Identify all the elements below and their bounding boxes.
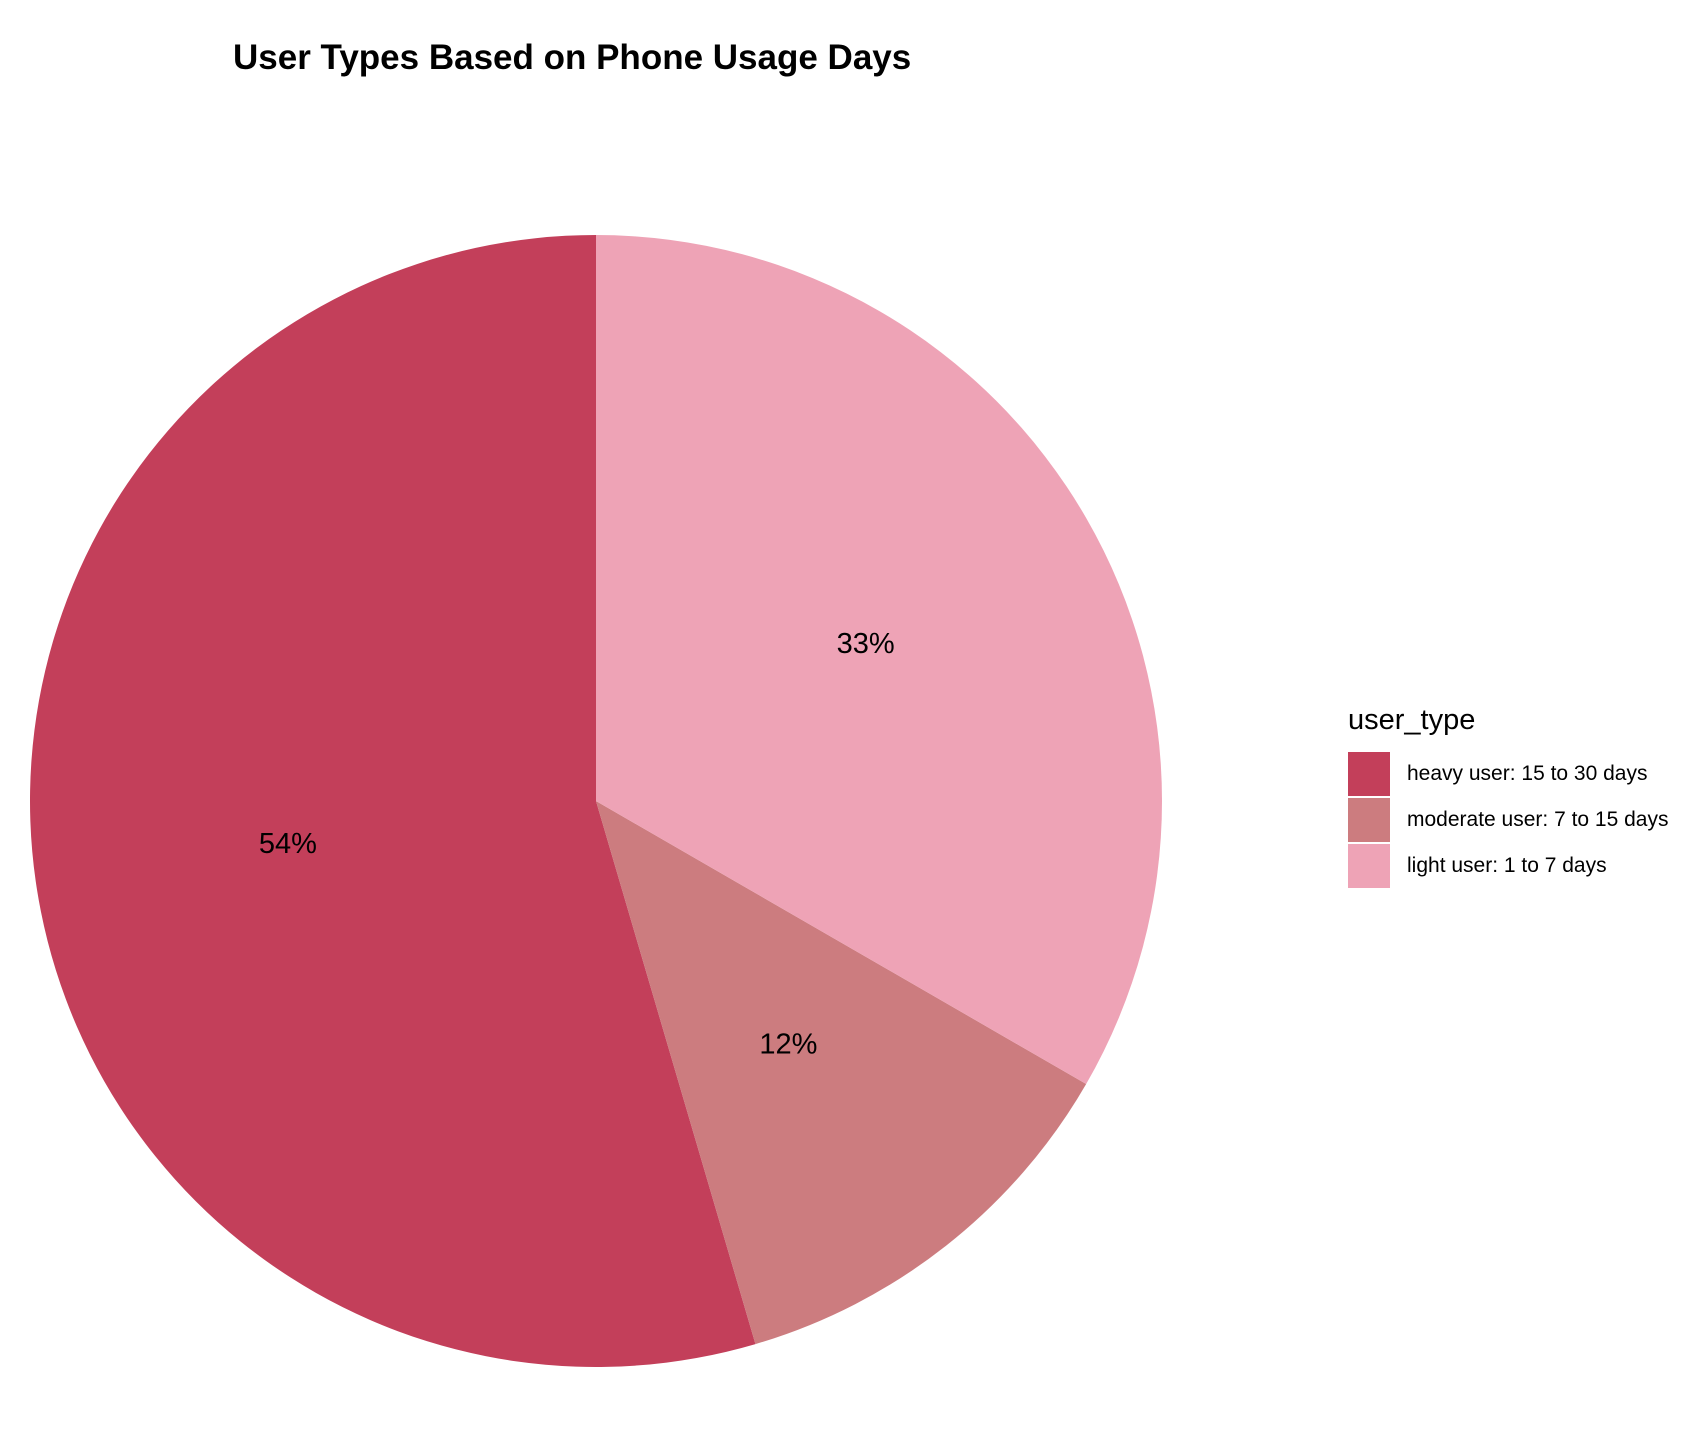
legend-item: heavy user: 15 to 30 days: [1348, 751, 1669, 796]
pie-slice: [596, 235, 1162, 1084]
legend-label: light user: 1 to 7 days: [1407, 853, 1607, 877]
pie-slice: [596, 801, 1087, 1345]
chart-title: User Types Based on Phone Usage Days: [233, 38, 912, 77]
legend-swatch: [1348, 751, 1390, 796]
slice-label: 33%: [837, 628, 895, 660]
legend-title: user_type: [1348, 704, 1476, 736]
legend-label: heavy user: 15 to 30 days: [1407, 761, 1648, 785]
legend-item: moderate user: 7 to 15 days: [1348, 797, 1669, 842]
legend-swatch: [1348, 843, 1390, 888]
slice-label: 54%: [259, 828, 317, 860]
legend-item: light user: 1 to 7 days: [1348, 843, 1669, 888]
legend-items: heavy user: 15 to 30 days moderate user: …: [1348, 751, 1669, 888]
slice-label: 12%: [759, 1028, 817, 1060]
legend: user_type heavy user: 15 to 30 days moder…: [1348, 704, 1669, 889]
legend-label: moderate user: 7 to 15 days: [1407, 807, 1669, 831]
legend-swatch: [1348, 797, 1390, 842]
pie-slice: [29, 235, 756, 1368]
